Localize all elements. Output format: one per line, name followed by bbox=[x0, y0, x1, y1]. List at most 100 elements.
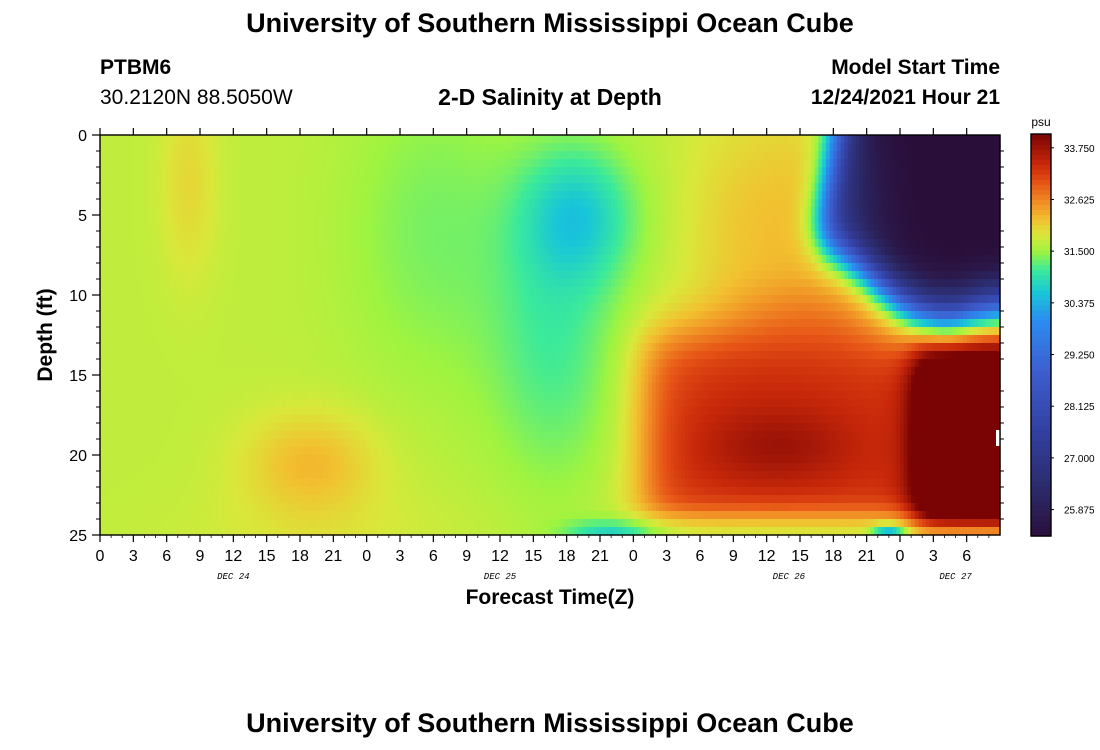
heatmap-cell bbox=[322, 191, 327, 200]
heatmap-cell bbox=[111, 239, 116, 248]
heatmap-cell bbox=[385, 183, 390, 192]
heatmap-cell bbox=[107, 215, 112, 224]
heatmap-cell bbox=[103, 495, 108, 504]
heatmap-cell bbox=[251, 183, 257, 192]
heatmap-cell bbox=[403, 223, 408, 232]
heatmap-cell bbox=[440, 367, 446, 376]
heatmap-cell bbox=[140, 487, 146, 496]
heatmap-cell bbox=[440, 255, 446, 264]
heatmap-cell bbox=[444, 391, 449, 400]
heatmap-cell bbox=[259, 391, 264, 400]
heatmap-cell bbox=[288, 415, 294, 424]
heatmap-cell bbox=[103, 375, 108, 384]
heatmap-cell bbox=[362, 351, 368, 360]
heatmap-cell bbox=[333, 151, 338, 160]
heatmap-cell bbox=[388, 175, 394, 184]
heatmap-cell bbox=[425, 479, 431, 488]
heatmap-cell bbox=[381, 223, 386, 232]
heatmap-cell bbox=[207, 207, 212, 216]
heatmap-cell bbox=[144, 311, 149, 320]
heatmap-cell bbox=[337, 295, 342, 304]
heatmap-cell bbox=[344, 287, 349, 296]
heatmap-cell bbox=[366, 423, 371, 432]
heatmap-cell bbox=[322, 271, 327, 280]
heatmap-cell bbox=[322, 295, 327, 304]
heatmap-cell bbox=[251, 359, 257, 368]
heatmap-cell bbox=[211, 471, 216, 480]
heatmap-cell bbox=[303, 279, 308, 288]
heatmap-cell bbox=[255, 351, 260, 360]
heatmap-cell bbox=[155, 471, 160, 480]
heatmap-cell bbox=[151, 159, 157, 168]
heatmap-cell bbox=[174, 191, 179, 200]
heatmap-cell bbox=[303, 343, 308, 352]
heatmap-cell bbox=[222, 223, 227, 232]
heatmap-cell bbox=[277, 215, 283, 224]
heatmap-cell bbox=[222, 399, 227, 408]
heatmap-cell bbox=[314, 415, 320, 424]
heatmap-cell bbox=[181, 135, 186, 144]
heatmap-cell bbox=[251, 511, 257, 520]
heatmap-cell bbox=[318, 359, 323, 368]
heatmap-cell bbox=[448, 479, 453, 488]
heatmap-cell bbox=[211, 295, 216, 304]
heatmap-cell bbox=[259, 263, 264, 272]
heatmap-cell bbox=[425, 199, 431, 208]
heatmap-cell bbox=[255, 247, 260, 256]
heatmap-cell bbox=[388, 519, 394, 528]
heatmap-cell bbox=[255, 143, 260, 152]
heatmap-cell bbox=[407, 175, 412, 184]
heatmap-cell bbox=[292, 263, 297, 272]
heatmap-cell bbox=[314, 383, 320, 392]
heatmap-cell bbox=[455, 455, 460, 464]
heatmap-cell bbox=[151, 367, 157, 376]
heatmap-cell bbox=[111, 463, 116, 472]
heatmap-cell bbox=[259, 183, 264, 192]
heatmap-cell bbox=[229, 303, 234, 312]
heatmap-cell bbox=[214, 255, 220, 264]
heatmap-cell bbox=[207, 383, 212, 392]
heatmap-cell bbox=[459, 247, 464, 256]
heatmap-cell bbox=[307, 343, 312, 352]
heatmap-cell bbox=[303, 319, 308, 328]
heatmap-cell bbox=[444, 335, 449, 344]
heatmap-cell bbox=[322, 135, 327, 144]
heatmap-cell bbox=[107, 319, 112, 328]
heatmap-cell bbox=[411, 343, 416, 352]
heatmap-cell bbox=[259, 471, 264, 480]
heatmap-cell bbox=[188, 191, 194, 200]
heatmap-cell bbox=[462, 215, 468, 224]
heatmap-cell bbox=[200, 255, 205, 264]
heatmap-cell bbox=[281, 327, 286, 336]
heatmap-cell bbox=[233, 271, 238, 280]
heatmap-cell bbox=[325, 511, 331, 520]
heatmap-cell bbox=[333, 367, 338, 376]
heatmap-cell bbox=[466, 215, 471, 224]
heatmap-cell bbox=[155, 143, 160, 152]
heatmap-cell bbox=[188, 343, 194, 352]
heatmap-cell bbox=[381, 343, 386, 352]
heatmap-cell bbox=[311, 439, 316, 448]
heatmap-cell bbox=[288, 183, 294, 192]
heatmap-cell bbox=[288, 199, 294, 208]
heatmap-cell bbox=[429, 295, 434, 304]
heatmap-cell bbox=[444, 135, 449, 144]
heatmap-cell bbox=[233, 183, 238, 192]
heatmap-cell bbox=[255, 207, 260, 216]
heatmap-cell bbox=[333, 175, 338, 184]
heatmap-cell bbox=[392, 479, 397, 488]
heatmap-cell bbox=[300, 151, 305, 160]
heatmap-cell bbox=[370, 295, 375, 304]
heatmap-cell bbox=[125, 303, 131, 312]
heatmap-cell bbox=[233, 319, 238, 328]
heatmap-cell bbox=[144, 327, 149, 336]
heatmap-cell bbox=[422, 223, 427, 232]
heatmap-cell bbox=[222, 431, 227, 440]
heatmap-cell bbox=[174, 231, 179, 240]
heatmap-cell bbox=[351, 511, 357, 520]
heatmap-cell bbox=[388, 247, 394, 256]
heatmap-cell bbox=[151, 143, 157, 152]
heatmap-cell bbox=[129, 191, 134, 200]
heatmap-cell bbox=[451, 407, 457, 416]
heatmap-cell bbox=[140, 359, 146, 368]
